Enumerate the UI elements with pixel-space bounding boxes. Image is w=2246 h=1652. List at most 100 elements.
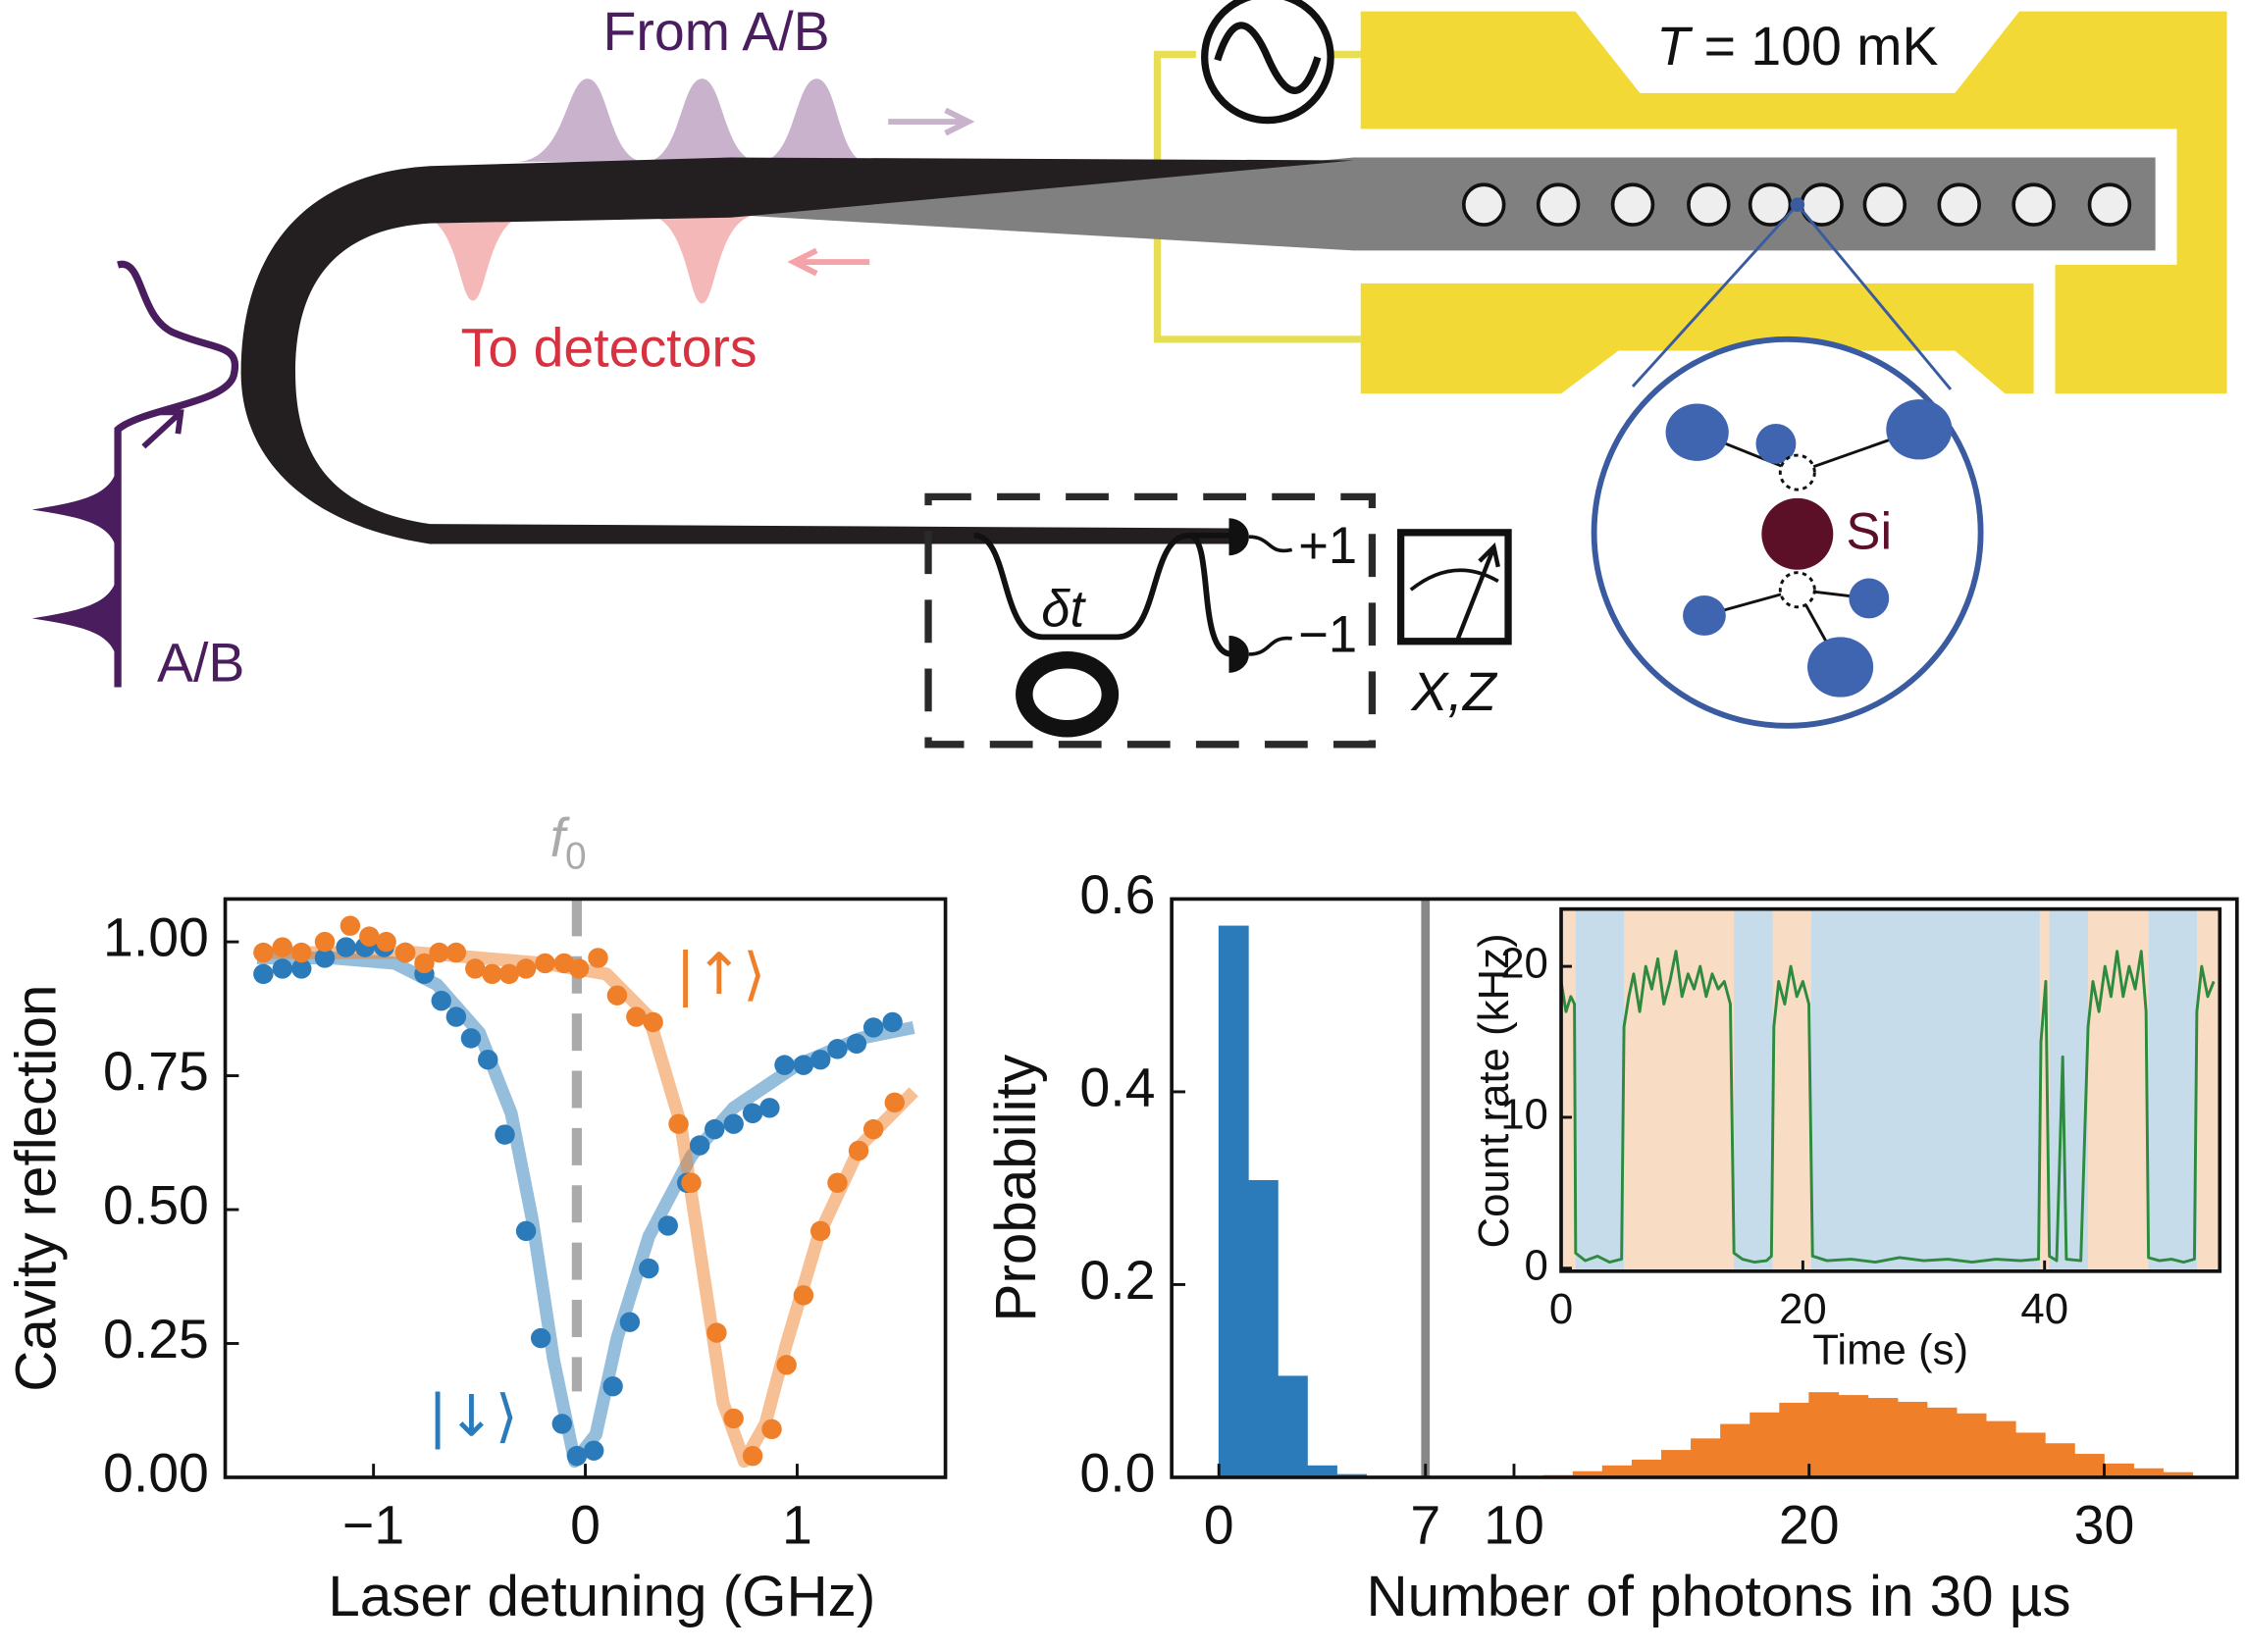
waveguide [730,157,2156,251]
data-point [619,1312,641,1332]
data-point [862,1017,884,1038]
data-point [827,1172,848,1193]
y-tick-label: 0.4 [1079,1058,1155,1118]
data-point [793,1285,814,1306]
trace [1559,950,2216,1265]
reference-label: f0 [550,807,587,878]
data-point [414,953,435,974]
interferometer [973,532,1233,657]
data-point [848,1140,869,1162]
pulse-bumps [31,457,119,670]
data-point [535,953,555,974]
data-point [445,942,467,963]
meter-scale [1409,568,1499,592]
histogram-bar [1218,925,1249,1478]
hole [2011,182,2056,227]
data-point [668,1113,689,1134]
ac-symbol [1214,22,1322,94]
detector [1228,518,1249,673]
plot-frame [1170,897,2239,1479]
outcome-minus: −1 [1298,606,1357,664]
histogram-bar [1867,1398,1899,1478]
data-point [291,958,312,979]
temperature-var: T [1656,16,1694,77]
chart-scatter: f0 |↓⟩ |↑⟩ −1 0 1 0.00 0.25 0.50 0.75 1.00 Laser de… [5,807,948,1628]
data-point [626,1007,647,1027]
data-point [706,1322,727,1343]
y-tick-label: 0.75 [103,1041,209,1102]
source-label: A/B [157,633,244,694]
atom [1807,637,1874,697]
data-point [495,1124,515,1145]
data-point [810,1049,831,1070]
hole [1937,182,1981,227]
si-atom [1761,497,1834,570]
histogram-bar [1926,1407,1958,1478]
to-label: To detectors [461,318,757,379]
emitter-dot [1790,197,1805,212]
atom-label: Si [1846,503,1892,561]
data-point [742,1445,763,1467]
hole [1862,182,1907,227]
histogram-bar [2104,1463,2134,1478]
histogram-bar [1720,1423,1750,1478]
data-point [810,1220,831,1242]
data-point [272,937,293,957]
histogram-bar [1897,1401,1928,1478]
from-label: From A/B [603,1,830,62]
x-tick-label: −1 [342,1494,404,1555]
vacancy [1778,453,1816,491]
data-point [583,1440,604,1461]
data-point [515,958,537,979]
bright-interval [2039,908,2050,1271]
y-axis-label: Probability [984,1054,1048,1321]
data-point [882,1011,903,1033]
data-point [639,1258,659,1279]
data-point [376,931,396,953]
electrode [1360,11,2227,394]
histogram-bar [1838,1395,1869,1478]
hole [1461,182,1506,227]
y-tick-label: 10 [1500,1090,1548,1138]
data-point [657,1215,678,1236]
vacancy [1778,571,1816,609]
atom [1665,403,1729,461]
histogram-bar [1660,1450,1692,1478]
y-tick-label: 0.2 [1079,1250,1155,1311]
input-arrow [141,409,184,449]
data-point [253,942,274,963]
data-point [723,1408,744,1429]
y-tick-label: 1.00 [103,907,209,968]
incoming-pulses [515,78,867,162]
histogram-bar [1691,1438,1721,1478]
histogram-bar [2074,1454,2105,1478]
histogram-bar [1808,1392,1840,1478]
outgoing-pulses [415,214,759,304]
x-tick-label: 7 [1410,1494,1440,1555]
y-tick-label: 20 [1500,940,1548,988]
histogram-bar [2014,1432,2046,1478]
temperature-label: T = 100 mK [1656,16,1938,77]
histogram-bar [1779,1402,1810,1478]
data-point [530,1327,551,1349]
histogram-bar [1750,1412,1781,1478]
data-point [761,1419,782,1440]
x-tick-label: 40 [2020,1285,2068,1333]
x-tick-label: 20 [1779,1285,1827,1333]
plot-background [225,899,946,1477]
series-label: |↑⟩ [676,941,765,1007]
data-point [723,1113,744,1134]
data-point [568,958,590,979]
meter-needle [1455,542,1500,640]
data-point [359,926,380,947]
temperature-rest: = 100 mK [1704,16,1939,77]
data-point [551,1414,573,1434]
detector-wire [1248,535,1293,656]
zoom-line [1631,203,1799,387]
atom [1849,578,1890,619]
histogram-bar [1247,1179,1279,1478]
photonic-crystal-holes [1461,182,2132,227]
histogram-bar [1956,1413,1987,1478]
